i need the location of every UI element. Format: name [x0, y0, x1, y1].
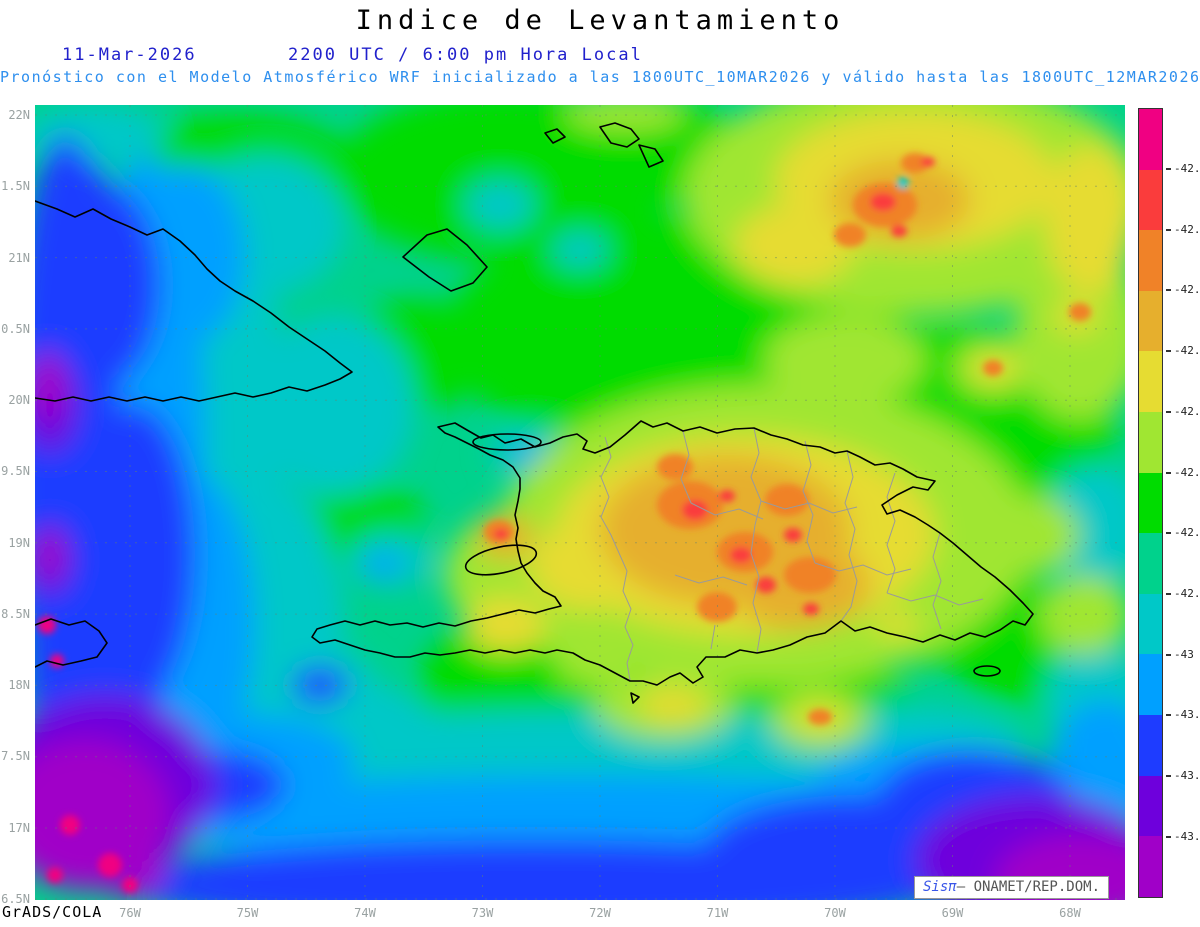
colorbar-tick-label: -43.0 — [1166, 709, 1200, 721]
colorbar-segment — [1139, 593, 1162, 655]
colorbar-segment — [1139, 412, 1162, 473]
lat-label: 19N — [8, 535, 30, 550]
colorbar-tick-label: -42.6 — [1166, 163, 1200, 175]
province-borders — [600, 427, 984, 681]
lat-label: 8.5N — [1, 606, 30, 621]
lon-label: 72W — [589, 906, 611, 920]
watermark-sispi: Sisπ — [923, 879, 957, 895]
contour-blobs — [35, 105, 1125, 900]
coastlines — [35, 122, 1034, 704]
colorbar-tick-label: -42.6 — [1166, 223, 1200, 236]
lat-label: 7.5N — [1, 749, 30, 764]
colorbar — [1138, 108, 1163, 898]
tortue-island — [472, 433, 542, 451]
colorbar-tick-label: -42.7 — [1166, 345, 1200, 357]
colorbar-segment — [1139, 230, 1162, 291]
lat-label: 1.5N — [1, 179, 30, 194]
colorbar-tick-label: -43.1 — [1166, 830, 1200, 843]
forecast-subtitle: Pronóstico con el Modelo Atmosférico WRF… — [0, 68, 1200, 86]
lat-label: 6.5N — [1, 891, 30, 906]
colorbar-segment — [1139, 715, 1162, 776]
saona-island — [973, 665, 1001, 677]
lon-axis: 76W 75W 74W 73W 72W 71W 70W 69W 68W — [110, 906, 1090, 920]
colorbar-segment — [1139, 290, 1162, 352]
lon-label: 70W — [824, 906, 846, 920]
colorbar-tick-label: -42.9 — [1166, 527, 1200, 539]
forecast-time: 2200 UTC / 6:00 pm Hora Local — [288, 45, 643, 65]
colorbar-tick-label: -42.8 — [1166, 405, 1200, 418]
lat-label: 18N — [8, 678, 30, 693]
lon-label: 68W — [1059, 906, 1081, 920]
lon-label: 76W — [119, 906, 141, 920]
watermark-box: Sisπ– ONAMET/REP.DOM. — [914, 876, 1110, 899]
colorbar-tick-label: -42.8 — [1166, 466, 1200, 479]
lat-label: 9.5N — [1, 464, 30, 479]
lat-label: 22N — [8, 108, 30, 122]
colorbar-tick-label: -42.7 — [1166, 284, 1200, 296]
hispaniola-coastline — [311, 420, 1034, 686]
great-inagua-island — [402, 228, 488, 292]
contour-map — [35, 105, 1125, 900]
colorbar-segment — [1139, 472, 1162, 534]
lon-label: 74W — [354, 906, 376, 920]
colorbar-segment — [1139, 109, 1162, 170]
watermark-onamet: – ONAMET/REP.DOM. — [956, 879, 1101, 895]
colorbar-segment — [1139, 169, 1162, 231]
grid-lines — [35, 105, 1125, 900]
lon-label: 71W — [706, 906, 729, 920]
colorbar-segment — [1139, 654, 1162, 716]
lat-label: 0.5N — [1, 321, 30, 336]
colorbar-segment — [1139, 775, 1162, 837]
page-title: Indice de Levantamiento — [355, 5, 845, 36]
colorbar-tick-label: -42.9 — [1166, 588, 1200, 600]
colorbar-segments — [1139, 109, 1162, 897]
grads-credit: GrADS/COLA — [2, 903, 103, 921]
lon-label: 75W — [236, 906, 259, 920]
haiti-dr-border — [600, 436, 634, 681]
lat-label: 17N — [8, 820, 30, 835]
colorbar-tick-label: -43 — [1166, 648, 1200, 661]
colorbar-tick-label: -43.1 — [1166, 770, 1200, 782]
map-plot — [35, 105, 1125, 900]
lat-label: 20N — [8, 393, 30, 408]
forecast-date: 11-Mar-2026 — [62, 45, 197, 65]
colorbar-segment — [1139, 533, 1162, 594]
cuba-coastline — [35, 200, 353, 402]
lon-label: 69W — [941, 906, 964, 920]
lat-axis: 22N 1.5N 21N 0.5N 20N 9.5N 19N 8.5N 18N … — [0, 109, 30, 905]
jamaica-coastline — [35, 618, 108, 668]
colorbar-segment — [1139, 351, 1162, 413]
gonave-island — [464, 544, 538, 576]
forecast-dateline: 11-Mar-2026 2200 UTC / 6:00 pm Hora Loca… — [0, 45, 1200, 65]
colorbar-segment — [1139, 836, 1162, 897]
lat-label: 21N — [8, 250, 30, 265]
colorbar-ticks: -42.6 -42.6 -42.7 -42.7 -42.8 -42.8 -42.9 -42.9… — [1166, 163, 1200, 843]
lon-label: 73W — [471, 906, 494, 920]
turks-islands — [544, 122, 664, 168]
beata-island — [630, 692, 640, 704]
